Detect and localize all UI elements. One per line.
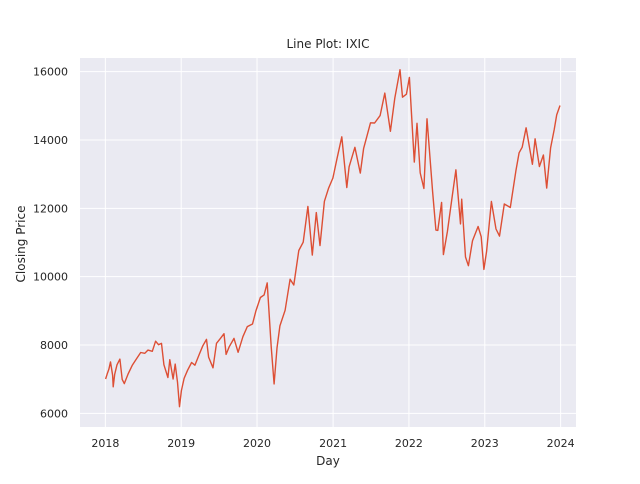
y-tick-label: 8000 (40, 339, 68, 352)
x-tick-label: 2018 (91, 437, 119, 450)
plot-area (80, 58, 576, 427)
grid (80, 58, 576, 427)
y-tick-label: 6000 (40, 407, 68, 420)
y-axis-ticks: 6000 8000 10000 12000 14000 16000 (33, 66, 68, 421)
y-tick-label: 10000 (33, 271, 68, 284)
y-tick-label: 16000 (33, 66, 68, 79)
y-tick-label: 14000 (33, 134, 68, 147)
y-tick-label: 12000 (33, 202, 68, 215)
x-tick-label: 2019 (167, 437, 195, 450)
y-axis-label: Closing Price (14, 206, 28, 283)
x-axis-ticks: 2018 2019 2020 2021 2022 2023 2024 (91, 437, 574, 450)
series-layer (104, 68, 561, 408)
x-tick-label: 2022 (395, 437, 423, 450)
x-tick-label: 2023 (471, 437, 499, 450)
x-tick-label: 2021 (319, 437, 347, 450)
x-tick-label: 2020 (243, 437, 271, 450)
series-line (104, 68, 561, 408)
x-axis-label: Day (316, 454, 340, 468)
x-tick-label: 2024 (547, 437, 575, 450)
chart-title: Line Plot: IXIC (287, 37, 370, 51)
